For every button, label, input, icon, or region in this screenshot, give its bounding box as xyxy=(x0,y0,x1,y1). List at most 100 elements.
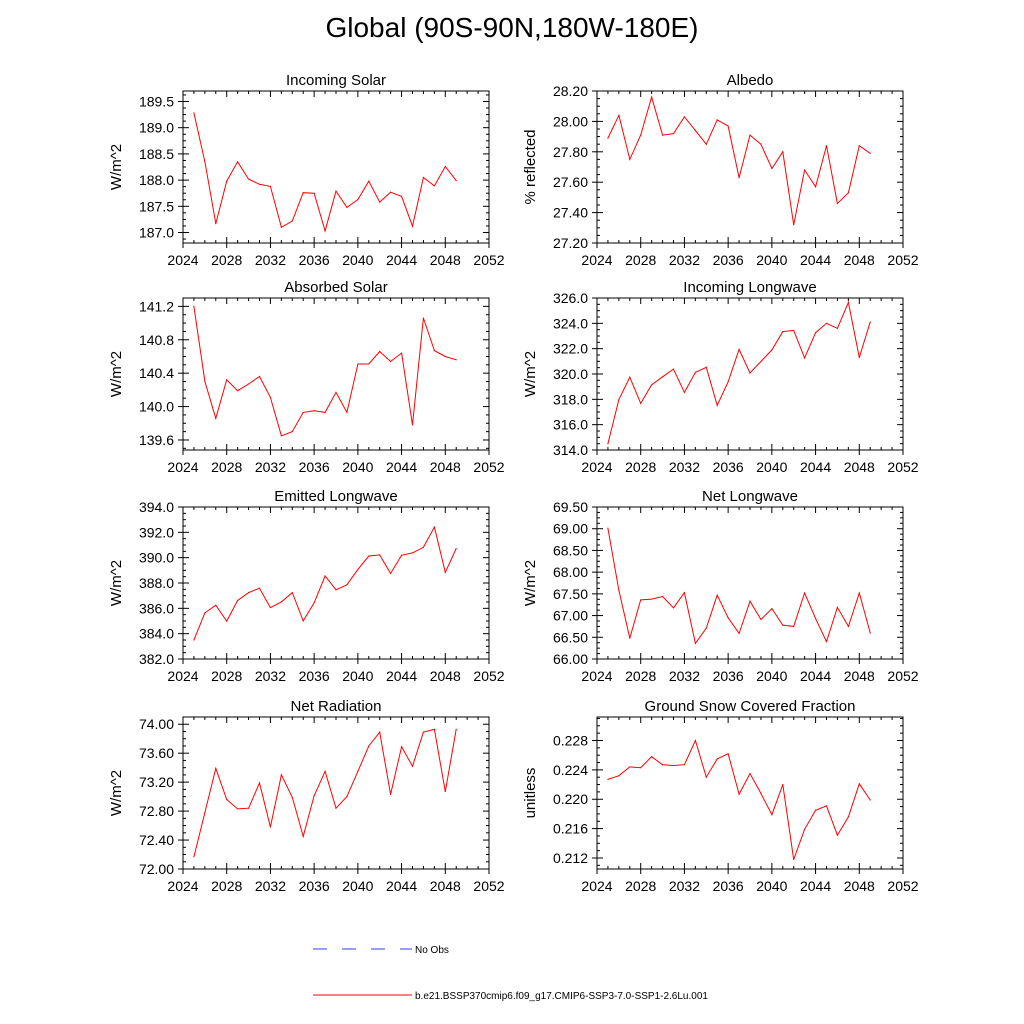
data-point xyxy=(618,589,620,591)
data-point xyxy=(607,137,609,139)
data-point xyxy=(804,357,806,359)
panel-title: Ground Snow Covered Fraction xyxy=(645,698,856,715)
data-point xyxy=(302,620,304,622)
data-point xyxy=(193,639,195,641)
data-point xyxy=(858,592,860,594)
data-point xyxy=(705,776,707,778)
data-point xyxy=(215,223,217,225)
plot-frame xyxy=(596,716,904,870)
y-tick-label: 67.50 xyxy=(553,586,588,602)
x-tick-label: 2036 xyxy=(713,252,744,268)
data-point xyxy=(705,627,707,629)
data-point xyxy=(335,589,337,591)
data-point xyxy=(269,185,272,187)
panel-title: Absorbed Solar xyxy=(284,279,387,296)
data-point xyxy=(607,527,609,529)
x-tick-label: 2028 xyxy=(211,252,242,268)
data-point xyxy=(727,125,729,127)
data-point xyxy=(793,625,795,628)
data-point xyxy=(629,376,631,378)
x-tick-label: 2044 xyxy=(386,668,417,684)
x-tick-label: 2036 xyxy=(713,459,744,475)
data-point xyxy=(379,731,381,733)
x-tick-label: 2044 xyxy=(800,878,831,894)
data-point xyxy=(760,143,762,145)
y-tick-label: 0.228 xyxy=(553,732,588,748)
y-tick-label: 72.40 xyxy=(139,832,174,848)
data-point xyxy=(422,546,425,548)
data-point xyxy=(357,363,359,365)
y-tick-label: 139.6 xyxy=(139,432,174,448)
x-tick-label: 2048 xyxy=(430,459,461,475)
panel-1: Incoming Solar W/m^2 2024 2028 2032 2036 2040 2… xyxy=(108,72,505,268)
data-point xyxy=(629,766,631,768)
y-tick-label: 0.220 xyxy=(553,791,588,807)
data-point xyxy=(324,575,326,577)
data-point xyxy=(836,834,839,836)
data-point xyxy=(444,571,446,573)
data-point xyxy=(738,793,740,795)
data-point xyxy=(258,782,261,784)
data-point xyxy=(433,350,435,352)
data-point xyxy=(313,602,315,604)
legend-obs-label: No Obs xyxy=(415,945,449,956)
data-point xyxy=(771,814,773,816)
data-point xyxy=(869,321,871,323)
plot-frame xyxy=(596,90,904,244)
data-point xyxy=(814,618,817,620)
x-tick-label: 2032 xyxy=(255,252,286,268)
x-tick-label: 2040 xyxy=(342,252,373,268)
data-point xyxy=(422,317,425,319)
data-point xyxy=(204,811,206,814)
data-point xyxy=(258,587,261,589)
x-tick-label: 2036 xyxy=(299,459,330,475)
data-point xyxy=(661,134,664,136)
data-point xyxy=(694,739,696,742)
data-point xyxy=(324,230,326,232)
y-tick-label: 189.5 xyxy=(139,93,174,109)
x-tick-label: 2040 xyxy=(342,878,373,894)
x-tick-label: 2048 xyxy=(430,668,461,684)
x-tick-label: 2048 xyxy=(844,668,875,684)
data-point xyxy=(651,598,653,600)
data-point xyxy=(368,745,370,747)
panel-title: Net Longwave xyxy=(702,488,798,505)
data-point xyxy=(193,112,195,114)
data-point xyxy=(825,145,828,147)
panel-3: Absorbed Solar W/m^2 2024 2028 2032 2036 2040 2… xyxy=(108,279,505,475)
data-point xyxy=(738,348,740,351)
data-point xyxy=(379,350,381,353)
series-line xyxy=(607,95,871,225)
y-tick-label: 188.0 xyxy=(139,172,174,188)
series-line xyxy=(607,300,871,444)
x-tick-label: 2040 xyxy=(342,459,373,475)
x-tick-label: 2048 xyxy=(430,878,461,894)
data-point xyxy=(629,158,631,160)
data-point xyxy=(760,792,762,794)
y-tick-label: 27.80 xyxy=(553,144,588,160)
x-tick-label: 2040 xyxy=(756,878,787,894)
x-tick-label: 2032 xyxy=(255,878,286,894)
data-point xyxy=(226,180,228,182)
data-point xyxy=(346,206,348,208)
data-point xyxy=(618,114,620,116)
data-point xyxy=(379,554,381,556)
data-point xyxy=(291,796,293,798)
data-point xyxy=(749,134,751,136)
data-point xyxy=(640,599,642,601)
plot-frame xyxy=(182,90,490,244)
data-point xyxy=(247,592,250,594)
x-tick-label: 2040 xyxy=(756,668,787,684)
x-tick-label: 2040 xyxy=(756,459,787,475)
x-tick-label: 2044 xyxy=(386,459,417,475)
data-point xyxy=(814,332,817,334)
data-point xyxy=(368,363,370,365)
data-point xyxy=(226,798,228,801)
x-tick-label: 2052 xyxy=(887,668,918,684)
data-point xyxy=(247,178,250,180)
data-point xyxy=(782,783,784,786)
panel-4: Incoming Longwave W/m^2 2024 2028 2032 2036 20… xyxy=(522,279,919,475)
y-tick-label: 140.8 xyxy=(139,332,174,348)
data-point xyxy=(683,391,686,393)
panel-title: Net Radiation xyxy=(291,698,382,715)
